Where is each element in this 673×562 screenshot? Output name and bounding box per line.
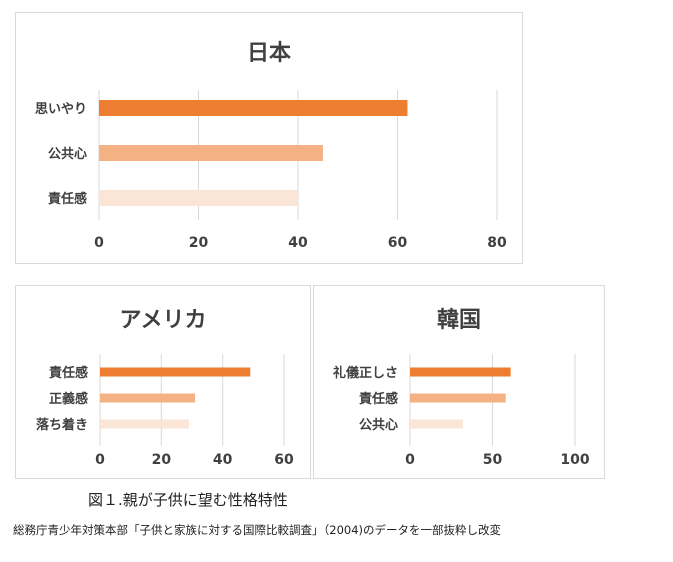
x-tick-label: 40 — [288, 235, 308, 251]
x-tick-label: 80 — [487, 235, 507, 251]
chart-title: 日本 — [246, 41, 291, 66]
category-label: 責任感 — [49, 365, 88, 381]
chart-title: 韓国 — [436, 308, 481, 333]
bar — [410, 367, 511, 377]
bar — [99, 100, 408, 116]
chart-title: アメリカ — [119, 308, 207, 333]
x-tick-label: 60 — [274, 452, 294, 468]
category-label: 正義感 — [49, 391, 88, 407]
bar — [100, 393, 196, 403]
category-label: 公共心 — [48, 146, 87, 162]
figure-caption: 図１.親が子供に望む性格特性 — [88, 491, 288, 509]
x-tick-label: 40 — [213, 452, 233, 468]
bar — [410, 393, 506, 403]
x-tick-label: 60 — [388, 235, 408, 251]
category-label: 思いやり — [35, 102, 87, 117]
category-label: 責任感 — [48, 191, 87, 207]
chart-korea: 韓国 0 50 100 礼儀正しさ責任感公共心 — [313, 285, 605, 479]
x-tick-label: 20 — [152, 452, 172, 468]
x-tick-label: 50 — [483, 452, 503, 468]
bar — [410, 419, 463, 429]
category-label: 礼儀正しさ — [333, 365, 398, 381]
chart-usa: アメリカ 0 20 40 60 責任感正義感落ち着き — [15, 285, 311, 479]
x-tick-label: 0 — [95, 452, 105, 468]
bar — [99, 145, 323, 161]
category-label: 落ち着き — [36, 417, 88, 433]
x-tick-label: 0 — [94, 235, 104, 251]
chart-japan: 日本 0 20 40 60 80 思いやり公共心責任感 — [15, 12, 523, 264]
x-tick-label: 20 — [189, 235, 209, 251]
source-note: 総務庁青少年対策本部「子供と家族に対する国際比較調査」（2004)のデータを一部… — [13, 523, 501, 537]
category-label: 公共心 — [359, 417, 398, 433]
bar — [100, 367, 251, 377]
bar — [99, 190, 298, 206]
bar — [100, 419, 189, 429]
x-tick-label: 100 — [560, 452, 589, 468]
x-tick-label: 0 — [405, 452, 415, 468]
category-label: 責任感 — [359, 391, 398, 407]
